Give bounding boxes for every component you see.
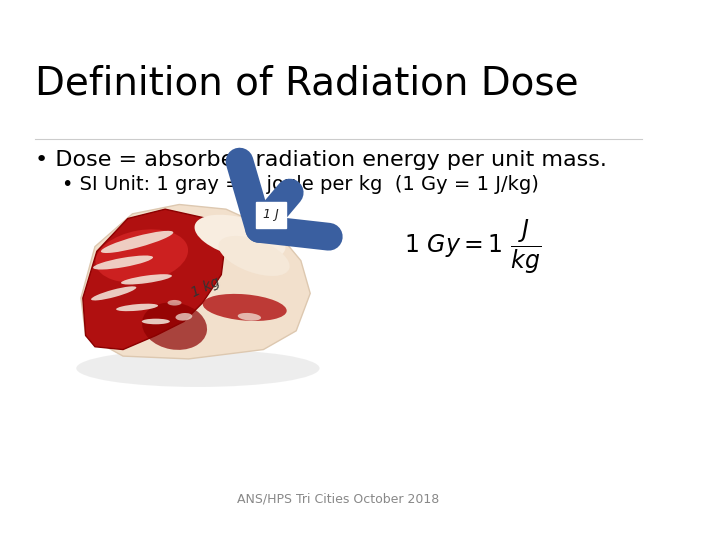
Text: $1\ Gy = 1\ \dfrac{J}{kg}$: $1\ Gy = 1\ \dfrac{J}{kg}$ [404, 218, 541, 276]
Ellipse shape [238, 313, 261, 321]
Ellipse shape [91, 286, 136, 300]
Text: • Dose = absorbed radiation energy per unit mass.: • Dose = absorbed radiation energy per u… [35, 150, 607, 170]
Ellipse shape [116, 303, 158, 311]
Text: 1 kg: 1 kg [189, 274, 222, 300]
Ellipse shape [176, 313, 192, 321]
Text: 1 J: 1 J [263, 208, 279, 221]
Ellipse shape [121, 274, 172, 285]
Ellipse shape [203, 294, 287, 321]
Text: ANS/HPS Tri Cities October 2018: ANS/HPS Tri Cities October 2018 [237, 493, 439, 506]
Ellipse shape [96, 230, 188, 282]
Ellipse shape [76, 349, 320, 387]
FancyBboxPatch shape [256, 202, 286, 228]
Ellipse shape [194, 215, 286, 260]
Polygon shape [83, 209, 226, 349]
Polygon shape [81, 205, 310, 359]
Ellipse shape [93, 255, 153, 269]
Ellipse shape [142, 319, 170, 325]
Ellipse shape [101, 231, 174, 253]
Ellipse shape [142, 302, 207, 350]
Ellipse shape [218, 236, 289, 276]
Ellipse shape [168, 300, 181, 306]
Text: • SI Unit: 1 gray = 1 joule per kg  (1 Gy = 1 J/kg): • SI Unit: 1 gray = 1 joule per kg (1 Gy… [62, 174, 539, 193]
Text: Definition of Radiation Dose: Definition of Radiation Dose [35, 64, 579, 102]
